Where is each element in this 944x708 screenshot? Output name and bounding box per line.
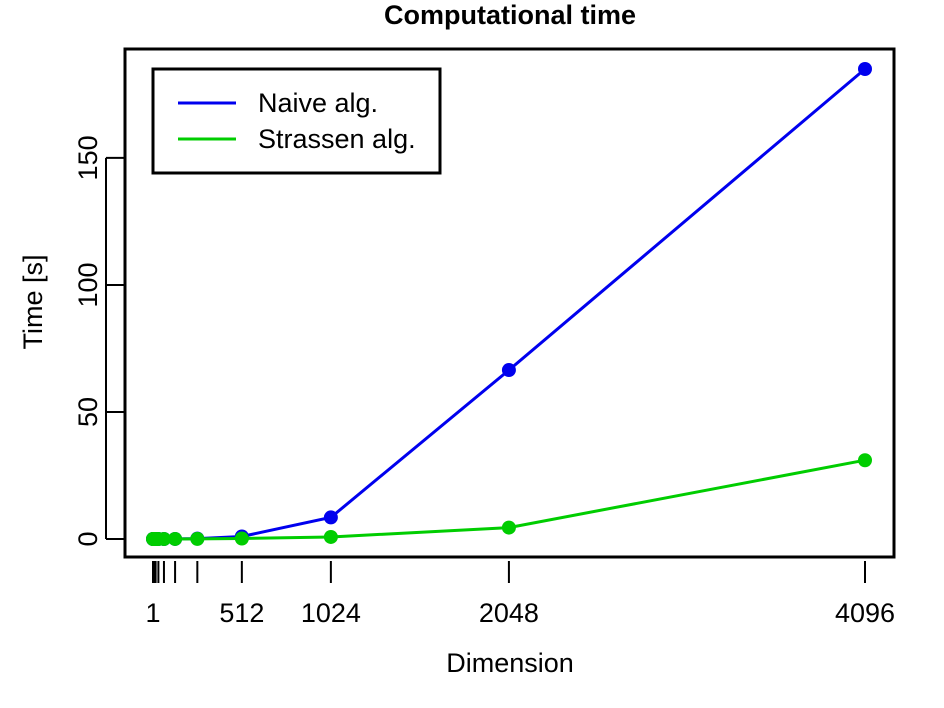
x-tick-label: 512 — [219, 598, 264, 628]
data-point — [501, 520, 516, 535]
x-tick-label: 1024 — [301, 598, 361, 628]
x-axis: 1 512 1024 2048 4096 — [145, 561, 895, 628]
data-point — [501, 363, 516, 378]
x-tick-label: 1 — [145, 598, 160, 628]
data-point — [234, 531, 249, 546]
series — [146, 453, 872, 546]
y-tick-label: 100 — [73, 262, 103, 307]
data-point — [323, 510, 338, 525]
y-tick-label: 150 — [73, 135, 103, 180]
plot-frame — [123, 47, 896, 559]
series-layer — [146, 62, 872, 546]
data-point — [190, 531, 205, 546]
data-point — [168, 531, 183, 546]
chart-title: Computational time — [384, 0, 636, 30]
legend-box — [151, 67, 442, 175]
x-tick-label: 2048 — [479, 598, 539, 628]
data-point — [858, 453, 872, 468]
x-axis-label: Dimension — [446, 648, 574, 678]
legend: Naive alg. Strassen alg. — [151, 67, 442, 175]
x-tick-label: 4096 — [835, 598, 895, 628]
data-point — [156, 532, 171, 546]
legend-label: Naive alg. — [258, 88, 378, 118]
y-axis-label: Time [s] — [18, 254, 48, 349]
data-point — [323, 529, 338, 544]
y-tick-label: 50 — [73, 397, 103, 427]
legend-label: Strassen alg. — [258, 124, 416, 154]
y-tick-label: 0 — [73, 531, 103, 546]
data-point — [858, 62, 872, 76]
y-axis: 0 50 100 150 — [73, 135, 125, 547]
